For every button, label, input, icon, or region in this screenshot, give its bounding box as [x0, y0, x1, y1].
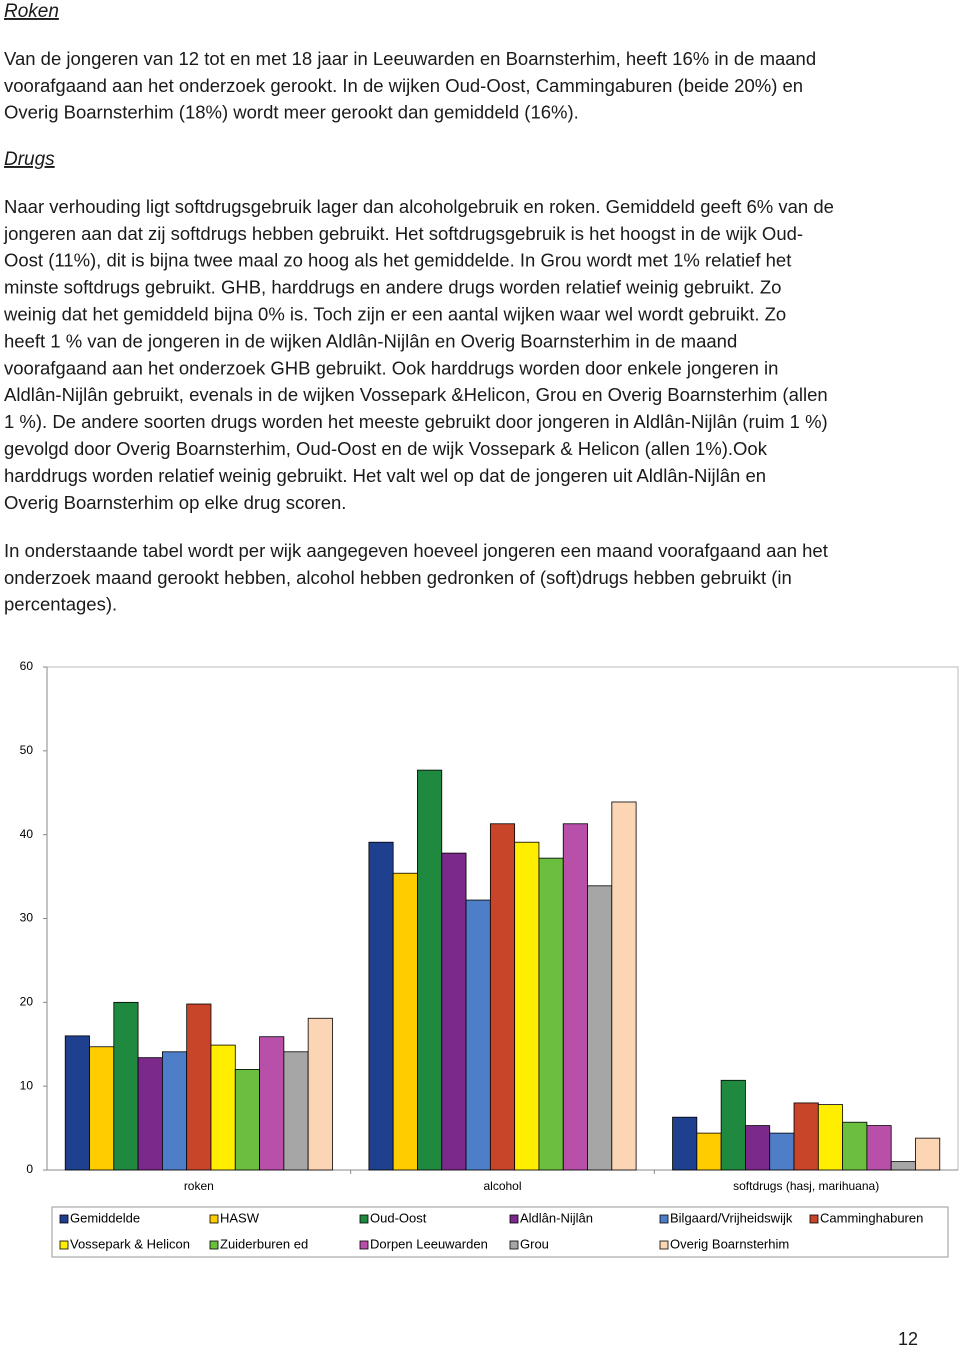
bar — [392, 872, 418, 1171]
bar — [720, 1079, 746, 1171]
text-line: harddrugs worden relatief weinig gebruik… — [4, 465, 766, 486]
legend-label: Gemiddelde — [70, 1210, 140, 1225]
text-line: Van de jongeren van 12 tot en met 18 jaa… — [4, 48, 816, 69]
text-line: Overig Boarnsterhim (18%) wordt meer ger… — [4, 102, 579, 123]
y-tick-label: 50 — [20, 743, 34, 757]
text-line: voorafgaand aan het onderzoek GHB gebrui… — [4, 357, 778, 378]
text-line: 1 %). De andere soorten drugs worden het… — [4, 411, 828, 432]
text-line: onderzoek maand gerookt hebben, alcohol … — [4, 567, 792, 588]
legend-swatch — [809, 1214, 819, 1224]
legend-label: Oud-Oost — [370, 1210, 427, 1225]
legend-swatch — [209, 1240, 219, 1250]
legend-label: Bilgaard/Vrijheidswijk — [670, 1210, 793, 1225]
bar — [866, 1125, 892, 1171]
text-line: jongeren aan dat zij softdrugs hebben ge… — [3, 223, 803, 244]
legend-label: HASW — [220, 1210, 260, 1225]
bar — [672, 1116, 698, 1171]
legend-swatch — [209, 1214, 219, 1224]
body-text: Van de jongeren van 12 tot en met 18 jaa… — [3, 48, 834, 615]
bar — [259, 1036, 285, 1171]
y-tick-label: 60 — [20, 659, 34, 673]
bar — [441, 852, 467, 1171]
legend-label: Grou — [520, 1236, 549, 1251]
bar — [745, 1125, 771, 1171]
bar — [465, 899, 491, 1171]
bar — [696, 1132, 722, 1171]
y-tick-label: 30 — [20, 911, 34, 925]
text-line: gevolgd door Overig Boarnsterhim, Oud-Oo… — [4, 438, 768, 459]
bar — [562, 823, 588, 1171]
section-title: Roken — [4, 1, 59, 22]
text-line: In onderstaande tabel wordt per wijk aan… — [4, 540, 828, 561]
y-tick-label: 20 — [20, 995, 34, 1009]
legend-swatch — [59, 1240, 69, 1250]
bar — [793, 1102, 819, 1171]
bar — [186, 1003, 212, 1171]
text-line: heeft 1 % van de jongeren in de wijken A… — [4, 330, 737, 351]
x-tick-label: alcohol — [483, 1179, 521, 1193]
legend-label: Vossepark & Helicon — [70, 1236, 190, 1251]
page-number: 12 — [898, 1329, 918, 1349]
text-line: Overig Boarnsterhim op elke drug scoren. — [4, 492, 346, 513]
bar — [210, 1044, 236, 1171]
x-tick-label: softdrugs (hasj, marihuana) — [733, 1179, 879, 1193]
bar — [113, 1001, 139, 1171]
section-title: Drugs — [4, 149, 55, 170]
bar — [915, 1137, 941, 1171]
bar — [417, 769, 443, 1171]
bar — [137, 1057, 163, 1171]
bar — [489, 823, 516, 1171]
bar — [890, 1161, 916, 1171]
bar — [283, 1051, 309, 1171]
bar — [817, 1104, 844, 1171]
legend-swatch — [359, 1214, 369, 1224]
text-line: weinig dat het gemiddeld bijna 0% is. To… — [3, 303, 786, 324]
bar — [307, 1017, 333, 1171]
bar — [234, 1069, 260, 1171]
text-line: Aldlân-Nijlân gebruikt, evenals in de wi… — [4, 384, 828, 405]
legend-label: Zuiderburen ed — [220, 1236, 308, 1251]
text-line: Oost (11%), dit is bijna twee maal zo ho… — [4, 250, 791, 271]
x-tick-label: roken — [184, 1179, 214, 1193]
bar — [842, 1121, 868, 1171]
legend-label: Aldlân-Nijlân — [520, 1210, 593, 1225]
legend-label: Dorpen Leeuwarden — [370, 1236, 488, 1251]
chart: 0 10 20 30 40 50 60 roken alcohol softdrugs (hasj… — [20, 659, 959, 1258]
y-tick-label: 0 — [26, 1162, 33, 1176]
y-tick-label: 40 — [20, 827, 34, 841]
text-line: voorafgaand aan het onderzoek gerookt. I… — [4, 75, 803, 96]
bar — [611, 801, 637, 1171]
bar — [769, 1132, 795, 1171]
legend-box — [51, 1206, 949, 1258]
bar — [514, 841, 540, 1171]
bar — [161, 1051, 188, 1171]
legend-swatch — [359, 1240, 369, 1250]
text-line: percentages). — [4, 594, 117, 615]
legend-label: Camminghaburen — [820, 1210, 923, 1225]
legend-swatch — [509, 1240, 519, 1250]
bar — [64, 1035, 90, 1171]
text-line: Naar verhouding ligt softdrugsgebruik la… — [4, 196, 834, 217]
bar — [538, 857, 564, 1171]
legend-swatch — [59, 1214, 69, 1224]
text-line: minste softdrugs gebruikt. GHB, harddrug… — [4, 277, 781, 298]
legend-label: Overig Boarnsterhim — [670, 1236, 789, 1251]
y-tick-label: 10 — [20, 1078, 34, 1092]
bar — [89, 1046, 115, 1171]
legend-swatch — [659, 1240, 669, 1250]
bar — [587, 885, 613, 1171]
legend-swatch — [509, 1214, 519, 1224]
bar — [368, 841, 394, 1171]
legend-swatch — [659, 1214, 669, 1224]
